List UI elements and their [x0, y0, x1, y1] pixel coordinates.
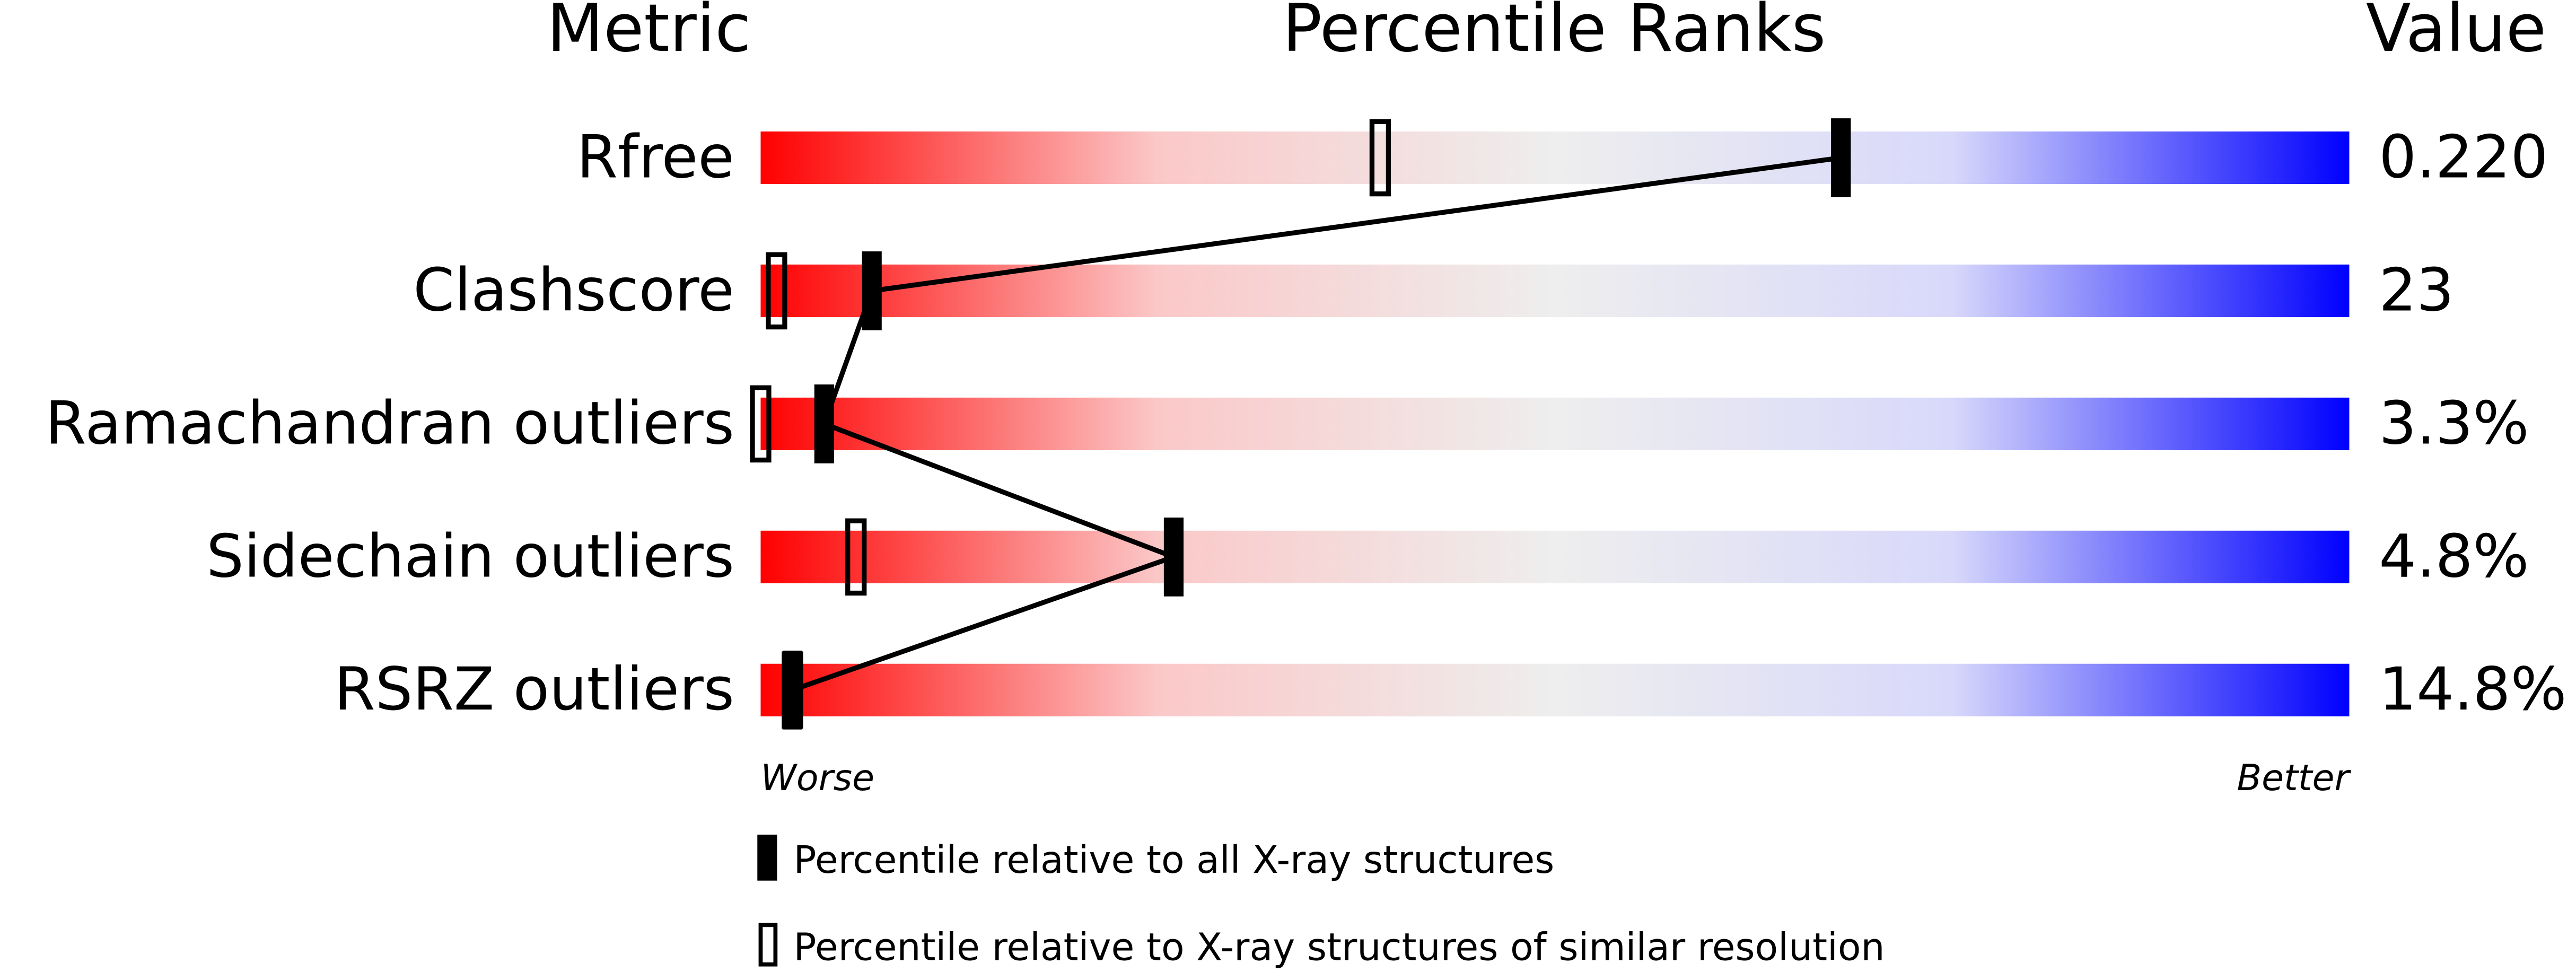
percentile-marker-filled — [814, 384, 834, 463]
column-header: Percentile Ranks — [1282, 0, 1826, 67]
metric-value: 14.8% — [2379, 655, 2566, 724]
percentile-marker-filled — [1163, 517, 1184, 597]
percentile-marker-filled — [862, 251, 882, 330]
column-header: Value — [2366, 0, 2546, 67]
metric-label: RSRZ outliers — [334, 655, 734, 724]
metric-label: Sidechain outliers — [206, 522, 734, 591]
slider-bar — [760, 530, 2350, 583]
legend-swatch-open — [758, 923, 778, 967]
percentile-marker-open — [782, 651, 803, 729]
metric-value: 4.8% — [2379, 522, 2529, 591]
percentile-marker-open — [845, 518, 867, 596]
metric-label: Clashscore — [413, 256, 734, 325]
legend-label: Percentile relative to all X-ray structu… — [793, 838, 1554, 882]
metric-value: 23 — [2379, 256, 2454, 325]
column-header: Metric — [547, 0, 751, 67]
slider-bar — [760, 264, 2350, 318]
metric-label: Ramachandran outliers — [45, 389, 734, 458]
slider-bar — [760, 397, 2350, 450]
axis-label-high: Better — [2237, 757, 2351, 799]
metric-label: Rfree — [577, 122, 734, 191]
axis-label-low: Worse — [760, 757, 874, 799]
percentile-marker-open — [1369, 119, 1391, 197]
legend-label: Percentile relative to X-ray structures … — [793, 925, 1885, 969]
slider-bar — [760, 131, 2350, 185]
legend-swatch-filled — [757, 834, 777, 881]
percentile-marker-filled — [1831, 118, 1851, 197]
slider-bar — [760, 663, 2350, 716]
percentile-marker-open — [766, 252, 787, 330]
metric-value: 0.220 — [2379, 122, 2548, 191]
percentile-marker-open — [750, 385, 772, 463]
metric-value: 3.3% — [2379, 389, 2529, 458]
